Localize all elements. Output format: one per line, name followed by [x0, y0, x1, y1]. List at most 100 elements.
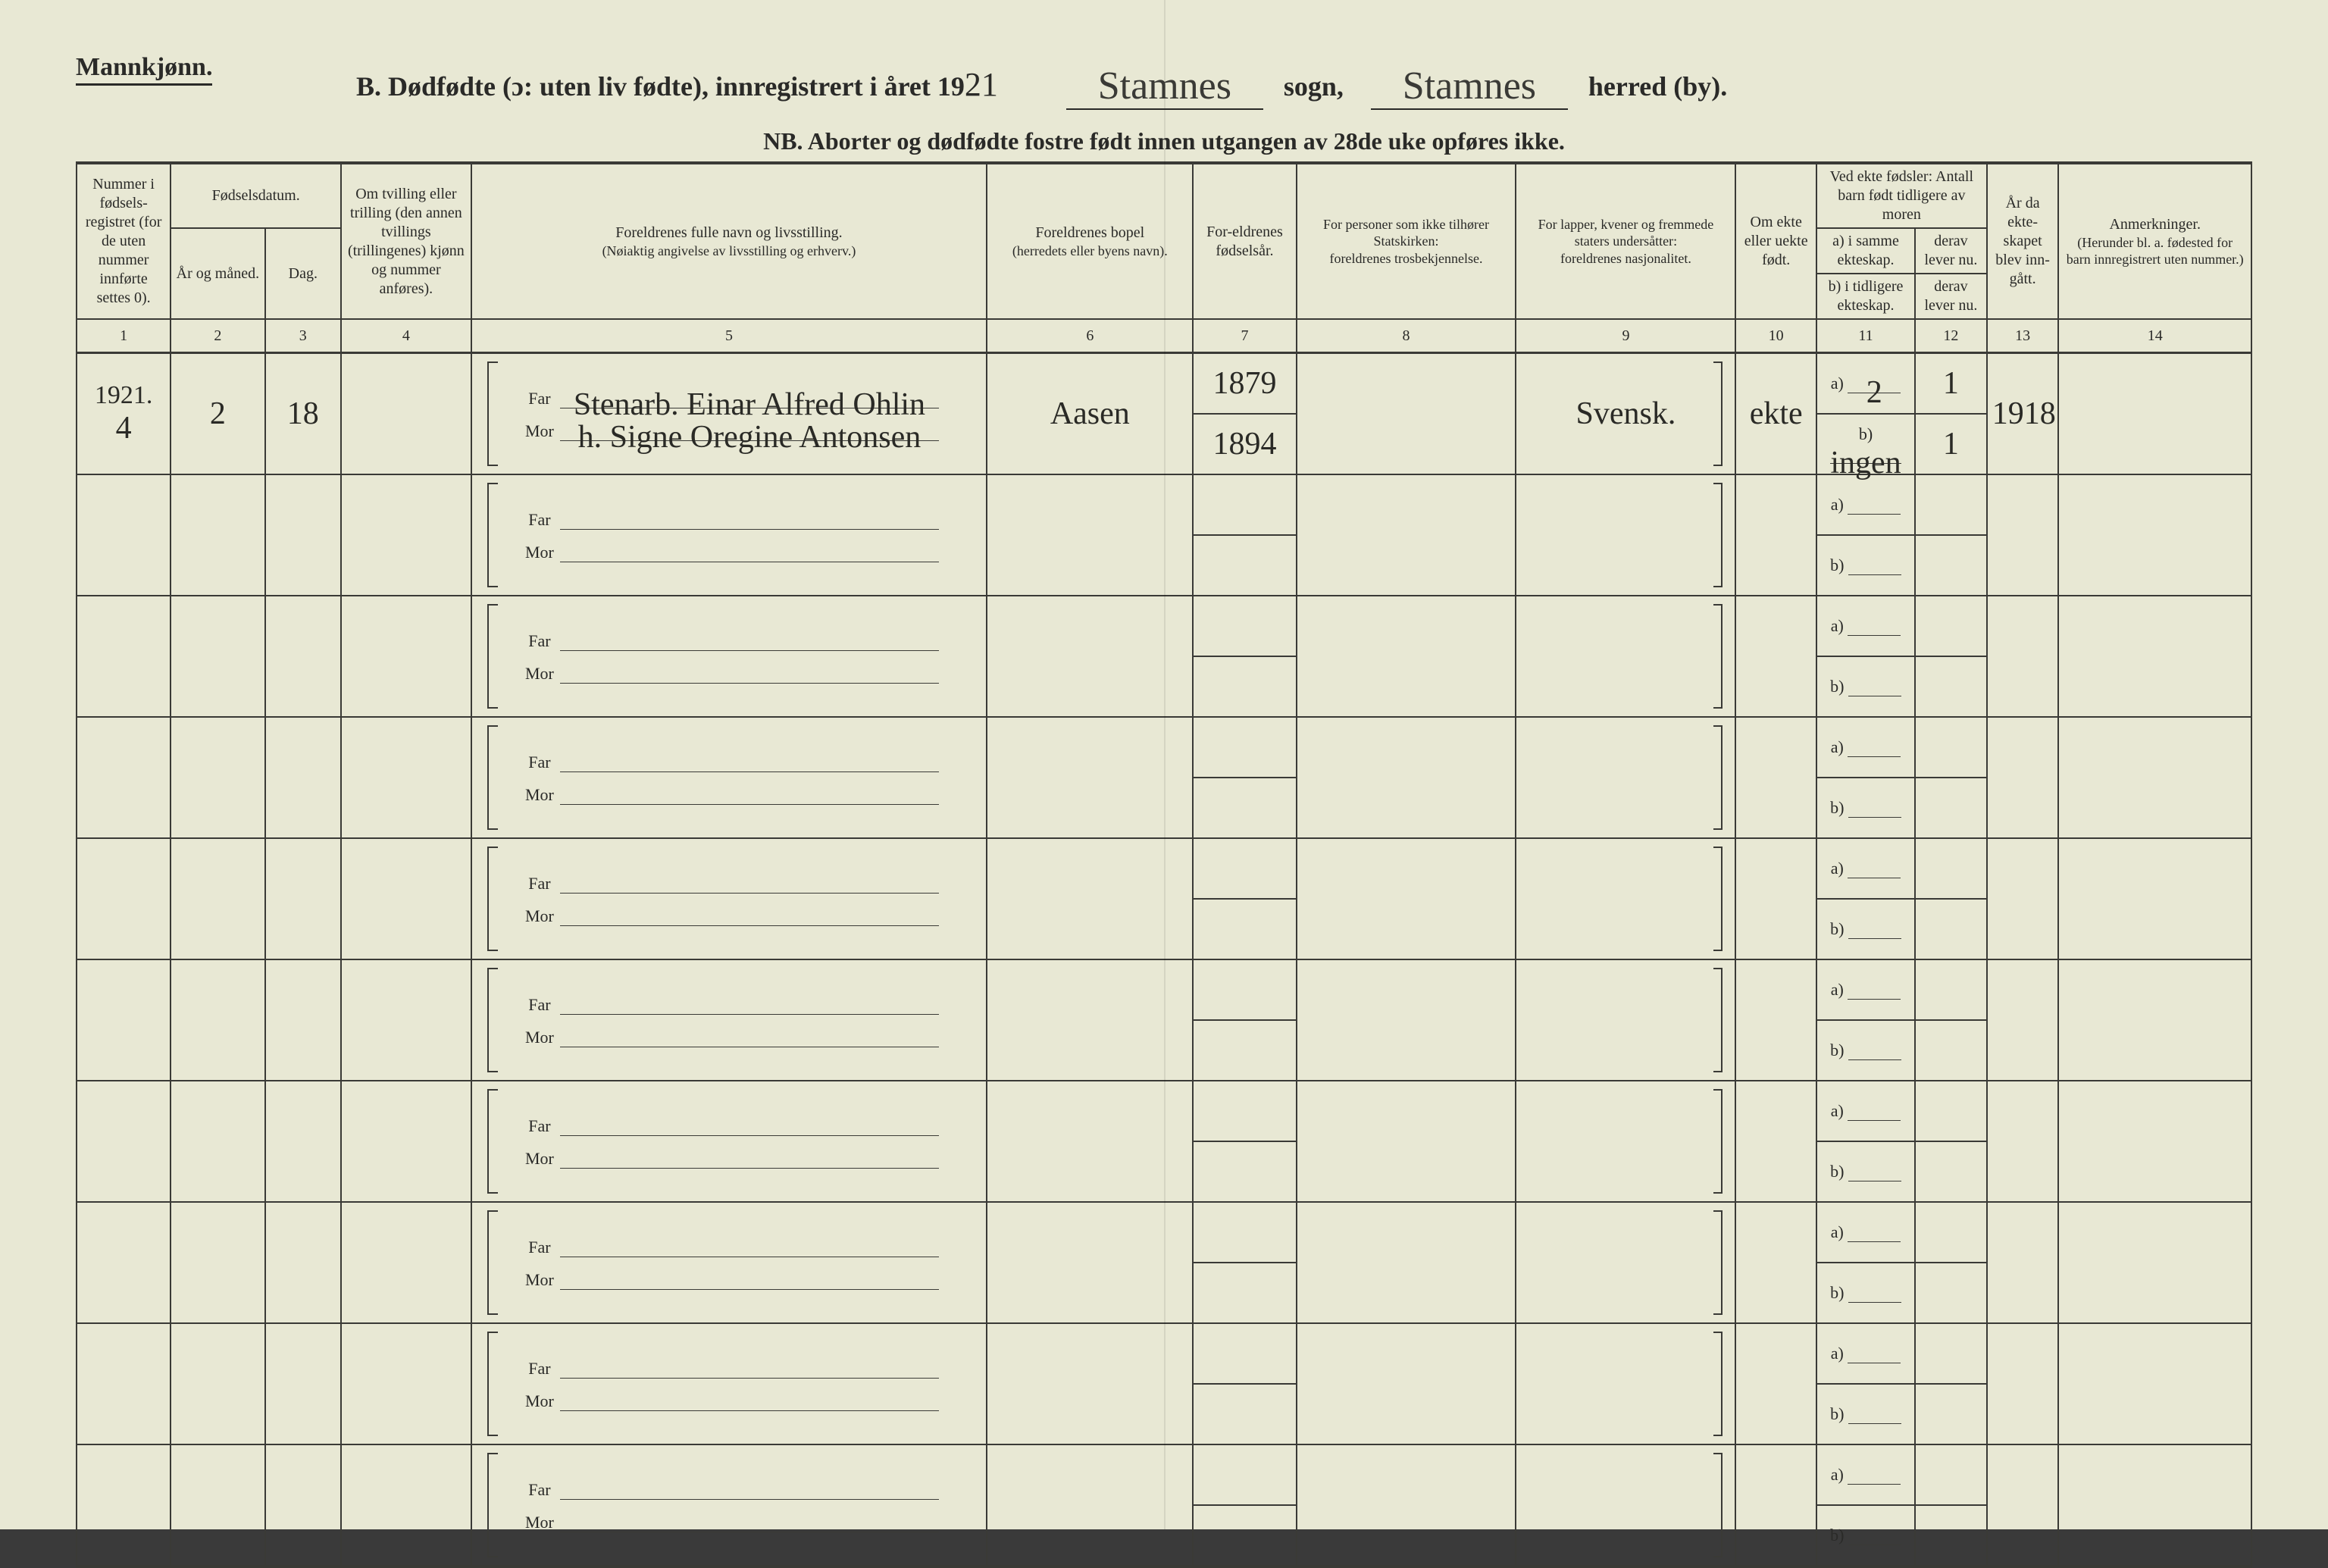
col-9-sub: foreldrenes nasjonalitet.: [1521, 250, 1730, 268]
sogn-blank: Stamnes: [1066, 64, 1263, 110]
cell-religion: [1297, 353, 1516, 475]
colnum-7: 7: [1193, 319, 1296, 353]
brace-icon: [1712, 1206, 1730, 1319]
cell-day: [265, 1323, 342, 1444]
mor-label: Mor: [519, 1513, 560, 1532]
cell-twin: [341, 596, 471, 717]
brace-icon: [477, 357, 499, 471]
cell-12a: [1915, 1323, 1987, 1384]
cell-parents: FarMor: [471, 1444, 987, 1566]
cell-twin: [341, 353, 471, 475]
cell-nationality: Svensk.: [1516, 353, 1735, 475]
title-prefix: B. Dødfødte (ɔ: uten liv fødte), innregi…: [356, 71, 965, 102]
cell-num: [77, 1444, 171, 1566]
cell-mor-birth: [1193, 1384, 1296, 1444]
cell-11a: a): [1816, 1081, 1915, 1141]
far-name: Stenarb. Einar Alfred Ohlin: [560, 387, 939, 408]
cell-12b: [1915, 535, 1987, 596]
cell-12a: [1915, 959, 1987, 1020]
cell-parents: FarMor: [471, 1081, 987, 1202]
col-11b-header: b) i tidligere ekteskap.: [1816, 274, 1915, 319]
cell-twin: [341, 1081, 471, 1202]
brace-icon: [477, 1206, 499, 1319]
cell-12b: [1915, 1505, 1987, 1566]
cell-remarks: [2058, 1081, 2251, 1202]
cell-remarks: [2058, 474, 2251, 596]
far-label: Far: [519, 631, 560, 651]
cell-13: 1918: [1987, 353, 2059, 475]
cell-nationality: [1516, 1444, 1735, 1566]
mor-name: [560, 1389, 939, 1411]
cell-mor-birth: [1193, 1020, 1296, 1081]
cell-12a: [1915, 1444, 1987, 1505]
colnum-3: 3: [265, 319, 342, 353]
cell-nationality: [1516, 1202, 1735, 1323]
cell-day: [265, 1202, 342, 1323]
cell-far-birth: [1193, 717, 1296, 778]
cell-num: [77, 1202, 171, 1323]
brace-icon: [1712, 1084, 1730, 1198]
cell-far-birth: [1193, 838, 1296, 899]
colnum-1: 1: [77, 319, 171, 353]
col-13-header: År da ekte-skapet blev inn-gått.: [1987, 163, 2059, 319]
cell-residence: Aasen: [987, 353, 1193, 475]
cell-parents: FarMor: [471, 474, 987, 596]
colnum-6: 6: [987, 319, 1193, 353]
far-label: Far: [519, 874, 560, 894]
far-label: Far: [519, 1359, 560, 1379]
far-name: [560, 993, 939, 1015]
cell-parents: FarMor: [471, 596, 987, 717]
far-name: [560, 629, 939, 651]
cell-nationality: [1516, 959, 1735, 1081]
cell-12b: [1915, 1263, 1987, 1323]
mor-name: [560, 1025, 939, 1047]
cell-month: [171, 474, 264, 596]
colnum-2: 2: [171, 319, 264, 353]
col-12a-header: derav lever nu.: [1915, 228, 1987, 274]
cell-twin: [341, 959, 471, 1081]
page-fold: [1164, 0, 1166, 1529]
cell-parents: FarMor: [471, 1202, 987, 1323]
cell-month: [171, 1202, 264, 1323]
herred-label: herred (by).: [1588, 71, 1727, 102]
mor-name: [560, 783, 939, 805]
cell-residence: [987, 959, 1193, 1081]
col-5-sub: (Nøiaktig angivelse av livsstilling og e…: [477, 243, 982, 260]
title-line: B. Dødfødte (ɔ: uten liv fødte), innregi…: [356, 61, 2251, 107]
cell-11a: a): [1816, 1202, 1915, 1263]
col-6-title: Foreldrenes bopel: [992, 224, 1187, 243]
far-name: [560, 1235, 939, 1257]
cell-num: [77, 474, 171, 596]
cell-month: [171, 1081, 264, 1202]
mor-label: Mor: [519, 421, 560, 441]
brace-icon: [477, 478, 499, 592]
sogn-label: sogn,: [1284, 71, 1344, 102]
cell-12a: [1915, 1081, 1987, 1141]
brace-icon: [477, 1448, 499, 1562]
cell-residence: [987, 838, 1193, 959]
colnum-13: 13: [1987, 319, 2059, 353]
cell-religion: [1297, 717, 1516, 838]
col-14-sub: (Herunder bl. a. fødested for barn innre…: [2064, 234, 2246, 268]
cell-remarks: [2058, 717, 2251, 838]
brace-icon: [1712, 721, 1730, 834]
mor-label: Mor: [519, 785, 560, 805]
col-14-title: Anmerkninger.: [2064, 215, 2246, 234]
cell-legit: [1735, 474, 1816, 596]
cell-num: [77, 1081, 171, 1202]
cell-far-birth: 1879: [1193, 353, 1296, 415]
colnum-10: 10: [1735, 319, 1816, 353]
col-6-header: Foreldrenes bopel (herredets eller byens…: [987, 163, 1193, 319]
cell-residence: [987, 1323, 1193, 1444]
cell-11b: b): [1816, 778, 1915, 838]
cell-residence: [987, 1081, 1193, 1202]
cell-far-birth: [1193, 596, 1296, 656]
far-label: Far: [519, 995, 560, 1015]
col-14-header: Anmerkninger. (Herunder bl. a. fødested …: [2058, 163, 2251, 319]
mor-label: Mor: [519, 1028, 560, 1047]
col-6-sub: (herredets eller byens navn).: [992, 243, 1187, 260]
col-8-header: For personer som ikke tilhører Statskirk…: [1297, 163, 1516, 319]
cell-far-birth: [1193, 474, 1296, 535]
sogn-handwritten: Stamnes: [1094, 64, 1236, 108]
cell-nationality: [1516, 1081, 1735, 1202]
